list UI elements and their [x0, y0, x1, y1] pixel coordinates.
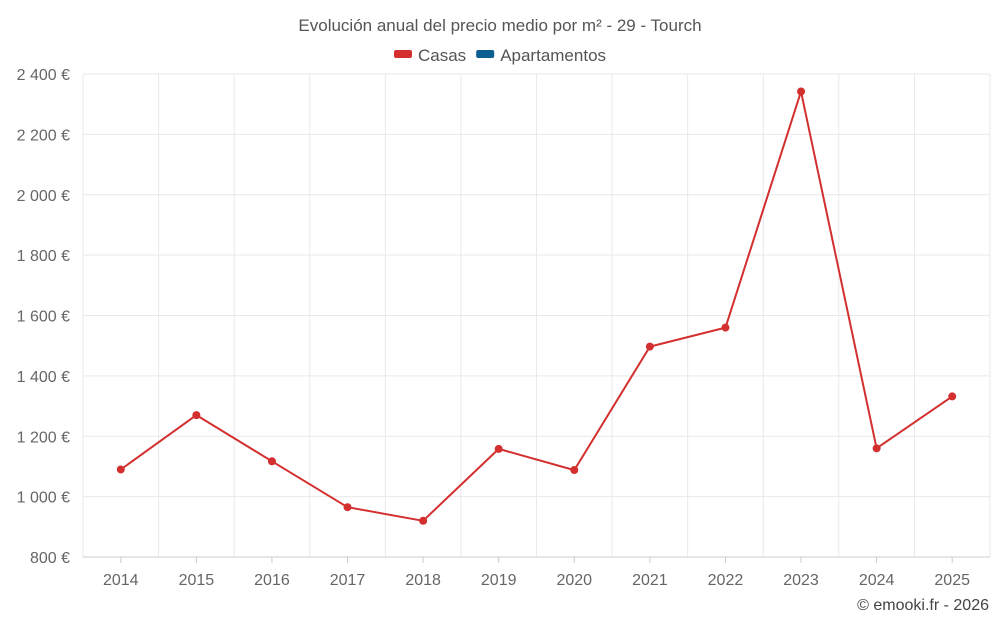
data-point[interactable] — [721, 323, 730, 332]
x-tick-label: 2023 — [783, 572, 819, 589]
x-tick-label: 2015 — [179, 572, 215, 589]
data-point[interactable] — [267, 457, 276, 466]
y-tick-label: 2 000 € — [17, 188, 70, 205]
x-tick-label: 2016 — [254, 572, 290, 589]
data-point[interactable] — [570, 466, 579, 475]
data-point[interactable] — [645, 342, 654, 351]
x-tick-label: 2025 — [934, 572, 970, 589]
data-point[interactable] — [116, 465, 125, 474]
legend-swatch — [394, 50, 412, 58]
y-tick-label: 1 200 € — [17, 429, 70, 446]
data-point[interactable] — [419, 516, 428, 525]
x-tick-label: 2022 — [708, 572, 744, 589]
data-point[interactable] — [494, 444, 503, 453]
legend: Casas Apartamentos — [394, 46, 606, 65]
y-tick-label: 1 800 € — [17, 248, 70, 265]
legend-label: Apartamentos — [500, 46, 606, 65]
x-tick-label: 2014 — [103, 572, 139, 589]
data-point[interactable] — [192, 411, 201, 420]
y-tick-label: 1 400 € — [17, 369, 70, 386]
x-tick-label: 2019 — [481, 572, 517, 589]
y-axis: 800 € 1 000 € 1 200 € 1 400 € 1 600 € 1 800 €… — [17, 67, 70, 567]
x-tick-label: 2021 — [632, 572, 668, 589]
x-tick-label: 2020 — [556, 572, 592, 589]
data-point[interactable] — [948, 392, 957, 401]
legend-swatch — [476, 50, 495, 58]
y-tick-label: 2 200 € — [17, 127, 70, 144]
x-tick-label: 2024 — [859, 572, 895, 589]
y-tick-label: 1 000 € — [17, 490, 70, 507]
chart-title: Evolución anual del precio medio por m² … — [298, 16, 701, 35]
y-tick-label: 2 400 € — [17, 67, 70, 84]
x-axis: 2014 2015 2016 2017 2018 2019 2020 2021 2022 2023… — [83, 556, 990, 589]
legend-item-0[interactable]: Casas — [394, 46, 466, 65]
legend-item-1[interactable]: Apartamentos — [476, 46, 606, 65]
data-point[interactable] — [872, 444, 881, 453]
grid — [82, 73, 991, 557]
x-tick-label: 2018 — [405, 572, 441, 589]
series-line-0 — [120, 90, 953, 522]
data-point[interactable] — [797, 87, 806, 96]
series-layer — [116, 87, 957, 525]
legend-label: Casas — [418, 46, 466, 65]
y-tick-label: 1 600 € — [17, 309, 70, 326]
data-point[interactable] — [343, 503, 352, 512]
credit-text: © emooki.fr - 2026 — [857, 597, 989, 614]
y-tick-label: 800 € — [30, 550, 70, 567]
x-tick-label: 2017 — [330, 572, 366, 589]
